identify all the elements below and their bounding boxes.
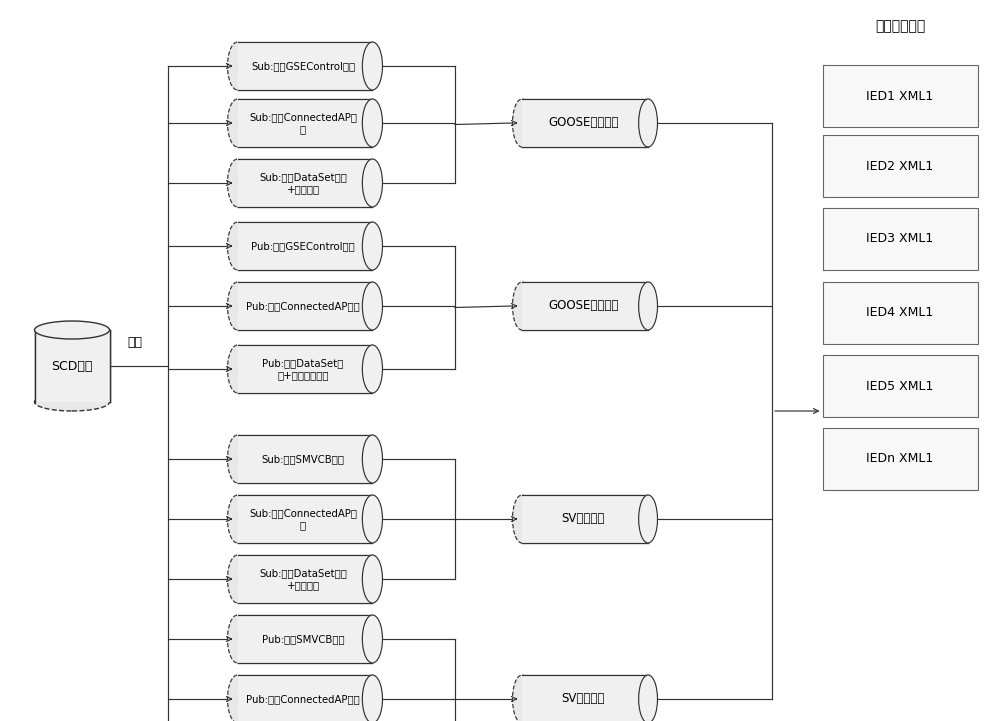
Bar [238, 495, 372, 543]
Text: IED2 XML1: IED2 XML1 [866, 159, 934, 172]
Text: GOOSE订阅元素: GOOSE订阅元素 [548, 117, 618, 130]
Bar [238, 345, 372, 393]
Ellipse shape [512, 282, 531, 330]
Bar [238, 222, 372, 270]
Bar [238, 282, 372, 330]
Bar [238, 675, 372, 721]
Text: SCD文件: SCD文件 [51, 360, 93, 373]
Bar [522, 99, 648, 147]
Bar [238, 99, 372, 147]
Text: GOOSE发布元素: GOOSE发布元素 [548, 299, 618, 312]
Text: Pub:本侧DataSet元
素+对侧接收引用: Pub:本侧DataSet元 素+对侧接收引用 [262, 358, 344, 380]
Ellipse shape [512, 675, 531, 721]
Bar [522, 675, 648, 721]
Ellipse shape [639, 99, 657, 147]
Bar [238, 615, 372, 663]
Text: IEDn XML1: IEDn XML1 [866, 453, 934, 466]
Ellipse shape [362, 42, 382, 90]
Ellipse shape [228, 615, 248, 663]
Bar [822, 282, 978, 344]
Bar [822, 355, 978, 417]
Ellipse shape [362, 222, 382, 270]
Text: Sub:对侧SMVCB元素: Sub:对侧SMVCB元素 [261, 454, 344, 464]
Text: Sub:对侧GSEControl元素: Sub:对侧GSEControl元素 [251, 61, 355, 71]
Ellipse shape [362, 282, 382, 330]
Bar [238, 345, 372, 393]
Ellipse shape [512, 99, 531, 147]
Text: IED4 XML1: IED4 XML1 [866, 306, 934, 319]
Text: 标准过程文件: 标准过程文件 [875, 19, 925, 33]
Text: 提取: 提取 [128, 337, 143, 350]
Bar [822, 135, 978, 197]
Ellipse shape [639, 495, 657, 543]
Ellipse shape [362, 555, 382, 603]
Ellipse shape [639, 282, 657, 330]
Ellipse shape [34, 321, 110, 339]
Bar [522, 675, 648, 721]
Bar [822, 208, 978, 270]
Text: Pub:本侧GSEControl元素: Pub:本侧GSEControl元素 [251, 241, 355, 251]
Text: IED3 XML1: IED3 XML1 [866, 232, 934, 245]
Bar [238, 435, 372, 483]
Bar [238, 222, 372, 270]
Bar [522, 495, 648, 543]
Bar [522, 495, 648, 543]
Bar [822, 65, 978, 127]
Bar [822, 428, 978, 490]
Ellipse shape [228, 435, 248, 483]
Bar [522, 99, 648, 147]
Ellipse shape [228, 282, 248, 330]
Bar [238, 159, 372, 207]
Text: SV发布元素: SV发布元素 [561, 692, 605, 706]
Bar [238, 42, 372, 90]
Ellipse shape [34, 393, 110, 411]
Bar [238, 615, 372, 663]
Text: Sub:对侧DataSet元素
+内部引用: Sub:对侧DataSet元素 +内部引用 [259, 172, 347, 194]
Bar [34, 330, 110, 402]
Bar [522, 282, 648, 330]
Bar [238, 495, 372, 543]
Ellipse shape [362, 495, 382, 543]
Ellipse shape [639, 675, 657, 721]
Bar [238, 555, 372, 603]
Bar [522, 282, 648, 330]
Ellipse shape [228, 99, 248, 147]
Ellipse shape [228, 555, 248, 603]
Bar [238, 555, 372, 603]
Text: SV订阅元素: SV订阅元素 [561, 513, 605, 526]
Ellipse shape [362, 675, 382, 721]
Ellipse shape [228, 495, 248, 543]
Ellipse shape [228, 159, 248, 207]
Bar [238, 99, 372, 147]
Text: IED1 XML1: IED1 XML1 [866, 89, 934, 102]
Bar [238, 675, 372, 721]
Text: IED5 XML1: IED5 XML1 [866, 379, 934, 392]
Text: Sub:对侧ConnectedAP元
素: Sub:对侧ConnectedAP元 素 [249, 508, 357, 530]
Ellipse shape [362, 615, 382, 663]
Ellipse shape [362, 345, 382, 393]
Bar [34, 330, 110, 402]
Ellipse shape [362, 435, 382, 483]
Text: Sub:对侧ConnectedAP元
素: Sub:对侧ConnectedAP元 素 [249, 112, 357, 134]
Text: Pub:本侧SMVCB元素: Pub:本侧SMVCB元素 [262, 634, 344, 644]
Text: Sub:对侧DataSet元素
+内部引用: Sub:对侧DataSet元素 +内部引用 [259, 568, 347, 590]
Ellipse shape [228, 222, 248, 270]
Bar [238, 282, 372, 330]
Ellipse shape [362, 159, 382, 207]
Bar [238, 435, 372, 483]
Bar [238, 42, 372, 90]
Ellipse shape [362, 99, 382, 147]
Text: Pub:本侧ConnectedAP元素: Pub:本侧ConnectedAP元素 [246, 694, 360, 704]
Ellipse shape [228, 42, 248, 90]
Ellipse shape [228, 675, 248, 721]
Ellipse shape [228, 345, 248, 393]
Text: Pub:本侧ConnectedAP元素: Pub:本侧ConnectedAP元素 [246, 301, 360, 311]
Bar [238, 159, 372, 207]
Ellipse shape [512, 495, 531, 543]
